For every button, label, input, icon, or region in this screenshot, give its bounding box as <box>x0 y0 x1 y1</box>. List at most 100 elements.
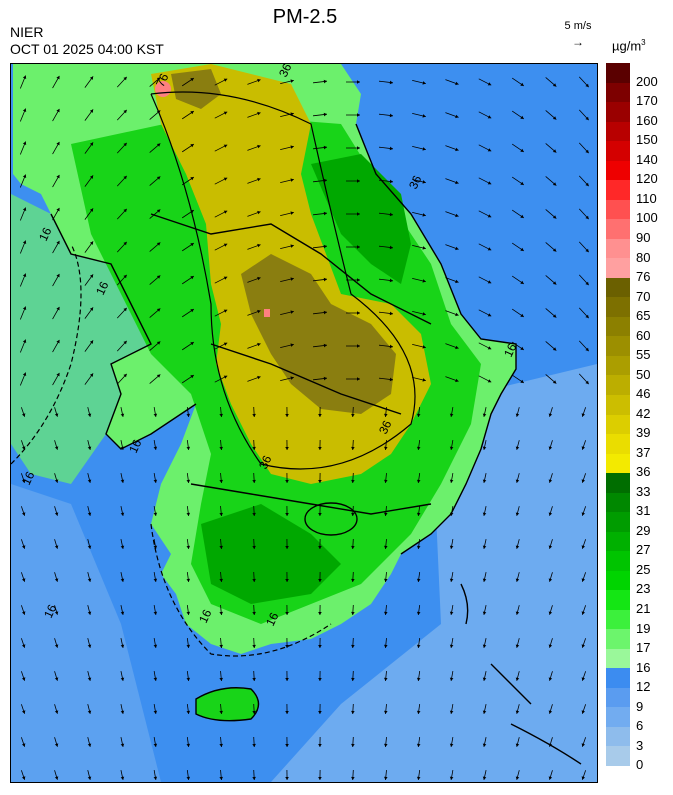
wind-arrow-icon <box>511 341 525 351</box>
wind-arrow-icon <box>545 308 557 318</box>
wind-arrow-icon <box>54 671 59 681</box>
wind-arrow-icon <box>252 571 256 583</box>
wind-arrow-icon <box>412 277 426 283</box>
wind-arrow-icon <box>181 275 195 285</box>
wind-arrow-icon <box>247 276 261 283</box>
zone-peak <box>241 254 396 414</box>
wind-arrow-icon <box>416 703 421 715</box>
wind-arrow-icon <box>445 112 459 119</box>
colorbar-tick-label: 46 <box>636 386 651 402</box>
wind-arrow-icon <box>449 704 454 714</box>
colorbar-tick-label: 120 <box>636 171 658 187</box>
wind-arrow-icon <box>478 111 492 119</box>
wind-arrow-icon <box>87 605 92 615</box>
wind-arrow-icon <box>511 242 525 252</box>
wind-arrow-icon <box>20 605 26 615</box>
wind-arrow-icon <box>351 769 355 781</box>
jeju-island <box>196 687 259 721</box>
wind-arrow-icon <box>186 637 191 649</box>
wind-arrow-icon <box>545 242 557 252</box>
wind-arrow-icon <box>318 571 322 583</box>
wind-arrow-icon <box>84 274 94 286</box>
wind-arrow-icon <box>515 737 520 747</box>
wind-arrow-icon <box>214 78 228 86</box>
wind-arrow-icon <box>280 178 294 184</box>
wind-arrow-icon <box>351 538 355 550</box>
wind-arrow-icon <box>511 374 525 384</box>
border-middle <box>210 343 402 415</box>
wind-arrow-icon <box>153 407 158 417</box>
wind-arrow-icon <box>181 176 195 186</box>
wind-arrow-icon <box>478 144 492 152</box>
wind-arrow-icon <box>54 638 59 648</box>
wind-arrow-icon <box>384 505 388 517</box>
concentration-zones <box>71 64 481 624</box>
wind-arrow-icon <box>511 176 525 186</box>
zone-high-south <box>201 504 341 604</box>
wind-arrow-icon <box>219 736 223 748</box>
wind-arrow-icon <box>252 736 256 748</box>
wind-arrow-icon <box>285 472 289 484</box>
wind-arrow-icon <box>412 145 426 151</box>
wind-arrow-icon <box>318 406 322 418</box>
colorbar-cell <box>606 590 630 611</box>
colorbar-cell <box>606 453 630 474</box>
wind-arrow-icon <box>19 75 27 89</box>
wind-arrow-icon <box>280 277 294 283</box>
wind-arrow-icon <box>578 274 590 286</box>
wind-arrow-icon <box>511 209 525 219</box>
unit-exponent: 3 <box>641 38 646 47</box>
wind-arrow-icon <box>351 637 355 649</box>
wind-arrow-icon <box>19 174 27 188</box>
wind-arrow-icon <box>285 670 289 682</box>
contour-16-south <box>150 523 332 657</box>
wind-arrow-icon <box>116 208 128 220</box>
wind-arrow-icon <box>252 670 256 682</box>
colorbar-tick-label: 21 <box>636 601 651 616</box>
wind-arrow-icon <box>149 275 161 285</box>
wind-arrow-icon <box>318 505 322 517</box>
wind-reference-arrow-icon: → <box>572 35 584 49</box>
wind-arrow-icon <box>384 769 388 781</box>
wind-arrow-icon <box>181 77 195 87</box>
wind-arrow-icon <box>379 344 393 349</box>
wind-arrow-icon <box>578 76 590 88</box>
wind-arrow-icon <box>313 145 327 150</box>
wind-arrow-icon <box>548 539 553 549</box>
wind-arrow-icon <box>384 472 388 484</box>
wind-arrow-icon <box>285 538 289 550</box>
wind-arrow-icon <box>482 737 487 747</box>
wind-arrow-icon <box>84 142 94 154</box>
contour-label-group: 76 36 36 36 36 16 16 16 16 16 16 16 16 <box>19 64 519 628</box>
wind-arrow-icon <box>313 277 327 282</box>
wind-arrow-icon <box>84 340 94 352</box>
wind-arrow-icon <box>511 110 525 120</box>
colorbar-cell <box>606 668 630 689</box>
wind-arrow-icon <box>120 704 125 714</box>
wind-arrow-icon <box>181 341 195 351</box>
wind-arrow-icon <box>449 572 454 582</box>
colorbar-cell <box>606 277 630 298</box>
contour-label: 16 <box>196 607 214 625</box>
colorbar-cell <box>606 394 630 415</box>
wind-arrow-icon <box>52 306 60 320</box>
wind-arrow-icon <box>379 212 393 217</box>
wind-arrow-icon <box>445 244 459 251</box>
wind-arrow-icon <box>345 245 361 249</box>
colorbar-tick-label: 42 <box>636 405 651 421</box>
wind-arrow-icon <box>20 638 26 648</box>
wind-arrow-icon <box>449 440 454 450</box>
wind-arrow-icon <box>54 473 59 483</box>
wind-arrow-icon <box>345 80 361 84</box>
wind-arrow-icon <box>252 703 256 715</box>
wind-arrow-icon <box>578 175 590 187</box>
colorbar-tick-label: 90 <box>636 229 651 245</box>
wind-arrow-icon <box>548 407 553 417</box>
wind-arrow-icon <box>52 372 60 386</box>
wind-arrow-icon <box>87 506 92 516</box>
wind-arrow-icon <box>379 80 393 85</box>
colorbar-tick-label: 70 <box>636 288 651 304</box>
lake-south <box>304 502 358 536</box>
wind-arrow-icon <box>219 769 223 781</box>
wind-arrow-icon <box>416 604 421 616</box>
